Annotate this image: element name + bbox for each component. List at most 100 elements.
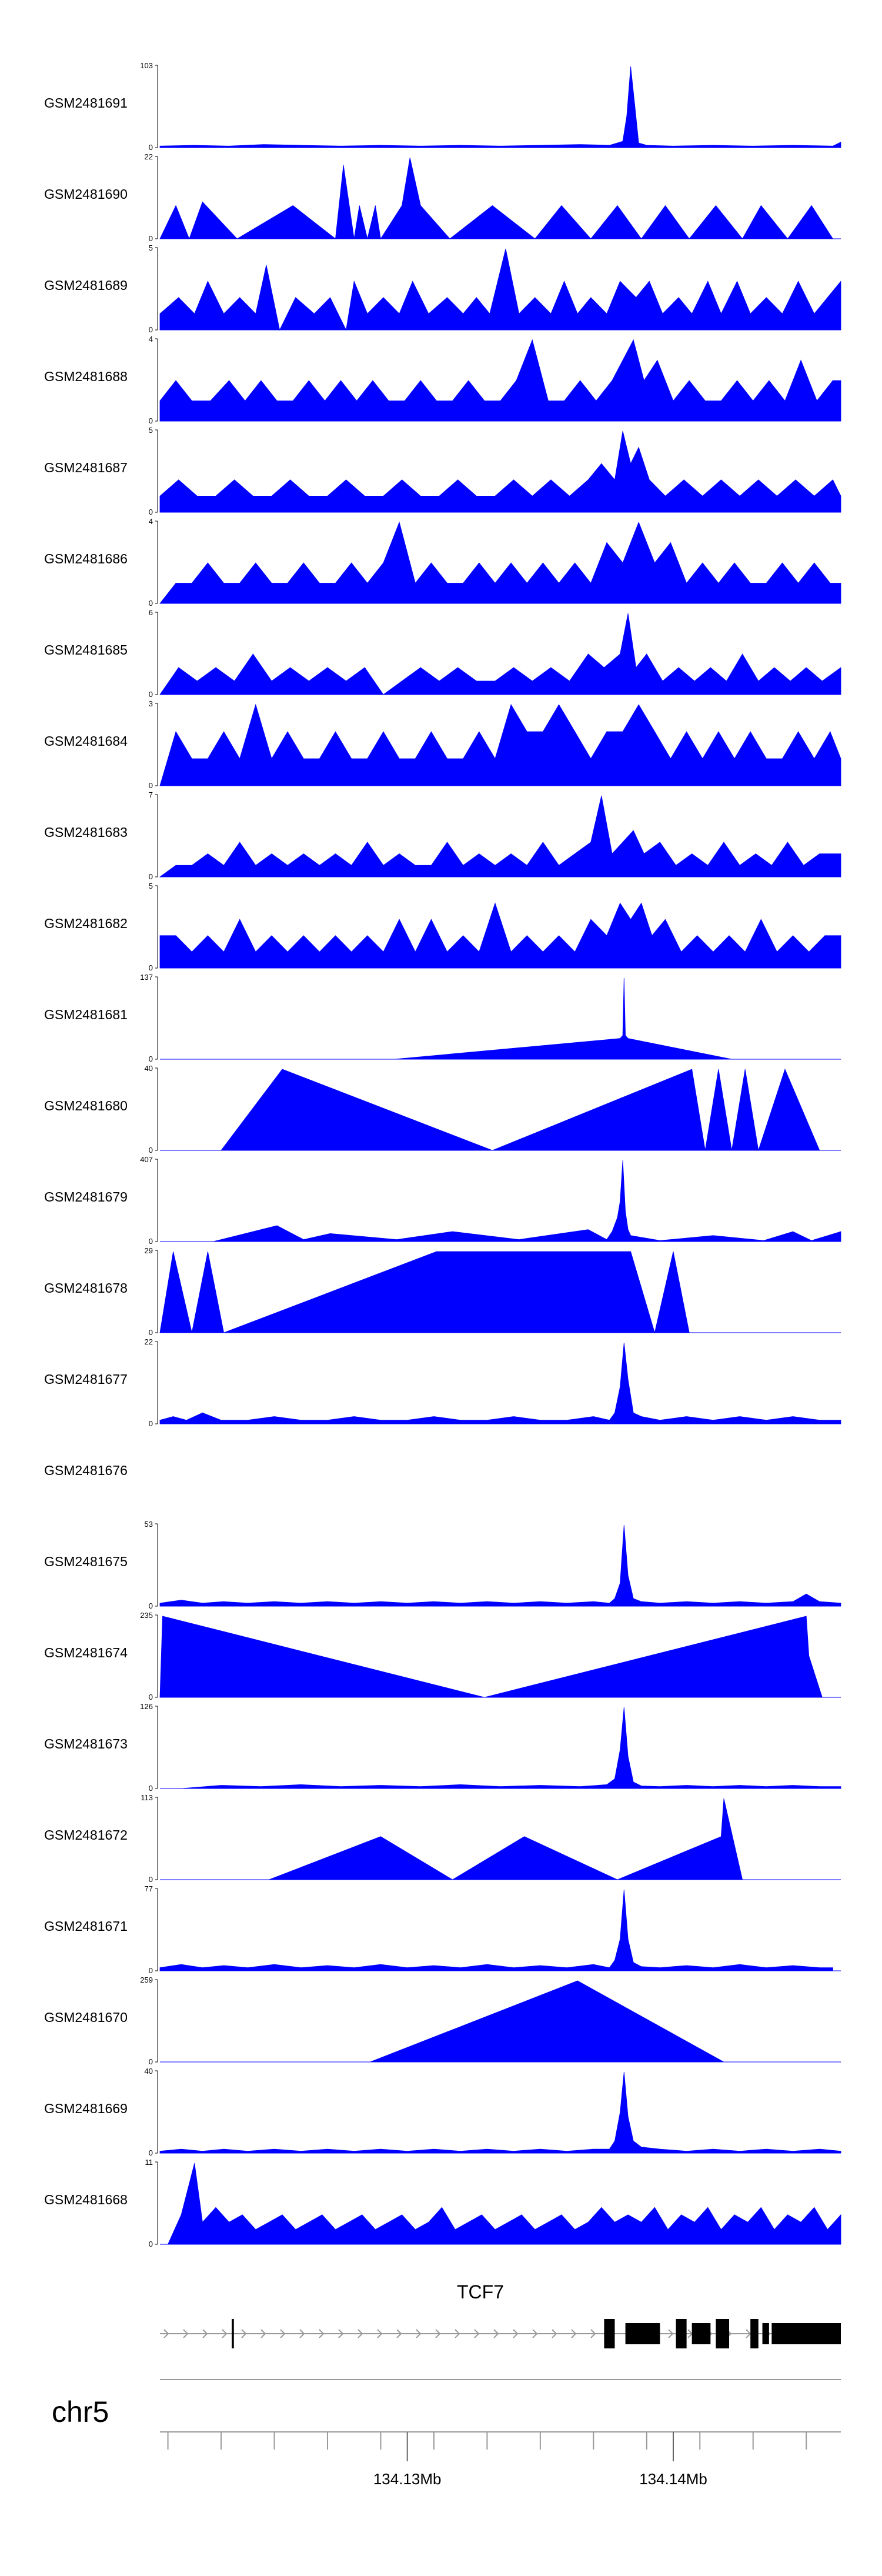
track-ymax-label: 407 (140, 1155, 153, 1164)
track-ymin-label: 0 (149, 1784, 153, 1793)
strand-arrow (532, 2329, 538, 2338)
track-GSM2481679: GSM2481679 407 0 (44, 1155, 841, 1246)
coverage-area (159, 1251, 743, 1334)
strand-arrow (571, 2329, 577, 2338)
gene-exon (676, 2319, 687, 2348)
strand-arrow (513, 2329, 519, 2338)
track-GSM2481674: GSM2481674 235 0 (44, 1611, 841, 1701)
coverage-area (159, 339, 841, 422)
track-ymax-label: 4 (149, 335, 153, 343)
strand-arrow (358, 2329, 363, 2338)
strand-arrow (377, 2329, 383, 2338)
coverage-area (213, 1160, 841, 1242)
track-ymin-label: 0 (149, 1419, 153, 1428)
track-ymax-label: 5 (149, 882, 153, 890)
track-label: GSM2481688 (44, 369, 128, 384)
strand-arrow (435, 2329, 441, 2338)
track-label: GSM2481678 (44, 1280, 128, 1296)
strand-arrow (493, 2329, 499, 2338)
track-ymin-label: 0 (149, 599, 153, 608)
coverage-area (167, 2163, 841, 2245)
track-GSM2481673: GSM2481673 126 0 (44, 1702, 841, 1793)
chromosome-label: chr5 (52, 2395, 109, 2428)
track-ymax-label: 259 (140, 1976, 153, 1984)
track-label: GSM2481670 (44, 2010, 128, 2025)
coverage-tracks: GSM24816911030GSM2481690220GSM248168950G… (44, 61, 841, 2248)
track-label: GSM2481675 (44, 1554, 128, 1569)
track-GSM2481670: GSM2481670 259 0 (44, 1976, 841, 2066)
gene-exon (604, 2319, 615, 2348)
track-label: GSM2481673 (44, 1736, 128, 1751)
track-ymin-label: 0 (149, 1601, 153, 1610)
track-GSM2481687: GSM2481687 5 0 (44, 426, 841, 516)
track-label: GSM2481674 (44, 1645, 128, 1660)
track-ymax-label: 77 (145, 1884, 153, 1893)
track-ymax-label: 6 (149, 608, 153, 617)
coverage-area (181, 1707, 841, 1789)
track-ymin-label: 0 (149, 1875, 153, 1884)
track-GSM2481669: GSM2481669 40 0 (44, 2067, 841, 2157)
track-ymax-label: 103 (140, 61, 153, 70)
track-label: GSM2481690 (44, 186, 128, 202)
coverage-area (394, 977, 732, 1060)
track-label: GSM2481669 (44, 2101, 128, 2116)
coverage-area (159, 795, 841, 877)
track-ymax-label: 11 (145, 2158, 153, 2167)
axis-ticks: 134.13Mb 134.14Mb (167, 2432, 807, 2488)
coverage-area (159, 157, 834, 240)
track-ymax-label: 126 (140, 1702, 153, 1711)
track-GSM2481683: GSM2481683 7 0 (44, 790, 841, 881)
track-ymax-label: 40 (145, 1064, 153, 1073)
track-ymin-label: 0 (149, 2240, 153, 2248)
track-label: GSM2481668 (44, 2192, 128, 2207)
axis-tick-label: 134.14Mb (639, 2470, 707, 2488)
coverage-area (220, 1068, 820, 1151)
gene-exon (771, 2323, 841, 2344)
track-ymin-label: 0 (149, 508, 153, 516)
coverage-area (159, 2071, 841, 2154)
track-label: GSM2481677 (44, 1372, 128, 1387)
track-ymax-label: 53 (145, 1520, 153, 1529)
track-label: GSM2481687 (44, 460, 128, 475)
strand-arrow (396, 2329, 402, 2338)
track-label: GSM2481689 (44, 278, 128, 293)
coverage-area (159, 1889, 833, 1971)
track-ymin-label: 0 (149, 690, 153, 699)
gene-exon (691, 2323, 711, 2344)
strand-arrow (552, 2329, 557, 2338)
coverage-area (269, 1798, 743, 1880)
gene-exon (762, 2323, 769, 2344)
track-ymax-label: 40 (145, 2067, 153, 2076)
track-GSM2481668: GSM2481668 11 0 (44, 2158, 841, 2248)
gene-name-label: TCF7 (457, 2281, 504, 2303)
track-GSM2481682: GSM2481682 5 0 (44, 882, 841, 972)
track-ymin-label: 0 (149, 2057, 153, 2066)
coverage-area (159, 1616, 823, 1698)
track-label: GSM2481671 (44, 1918, 128, 1934)
strand-arrow (241, 2329, 247, 2338)
track-GSM2481676: GSM2481676 (44, 1463, 128, 1478)
track-ymin-label: 0 (149, 781, 153, 790)
track-ymin-label: 0 (149, 963, 153, 972)
coverage-area (159, 902, 841, 969)
track-GSM2481678: GSM2481678 29 0 (44, 1246, 841, 1337)
track-GSM2481686: GSM2481686 4 0 (44, 517, 841, 608)
strand-arrow (590, 2329, 596, 2338)
strand-arrow (163, 2329, 169, 2338)
strand-arrow (338, 2329, 344, 2338)
strand-arrow (260, 2329, 266, 2338)
coverage-area (159, 1342, 841, 1424)
track-ymax-label: 137 (140, 973, 153, 982)
gene-exon (232, 2319, 234, 2348)
track-GSM2481672: GSM2481672 113 0 (44, 1793, 841, 1884)
track-ymin-label: 0 (149, 2148, 153, 2157)
gene-exon (625, 2323, 660, 2344)
strand-arrow (746, 2329, 751, 2338)
strand-arrow (416, 2329, 422, 2338)
track-ymin-label: 0 (149, 1328, 153, 1337)
track-GSM2481684: GSM2481684 3 0 (44, 699, 841, 790)
track-GSM2481690: GSM2481690 22 0 (44, 152, 841, 243)
track-ymin-label: 0 (149, 234, 153, 243)
coverage-area (370, 1980, 725, 2063)
